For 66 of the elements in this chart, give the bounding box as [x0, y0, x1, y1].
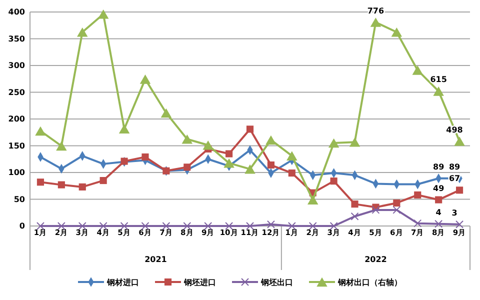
point	[140, 74, 151, 84]
point	[98, 9, 109, 19]
data-label: 615	[430, 75, 448, 84]
y-tick-label: 400	[8, 8, 26, 17]
point	[36, 178, 44, 186]
text: 2021	[144, 255, 168, 264]
point	[414, 191, 422, 199]
y-tick-label: 50	[14, 194, 26, 204]
point	[182, 134, 193, 144]
text: 2022	[364, 255, 387, 264]
point	[78, 183, 86, 190]
point	[267, 161, 274, 169]
point	[454, 136, 465, 146]
y-tick-label: 0	[19, 222, 26, 231]
point	[350, 212, 359, 220]
point	[244, 164, 256, 174]
point	[56, 141, 67, 151]
data-label: 4	[436, 208, 442, 217]
data-label: 49	[433, 184, 445, 193]
y-tick-label: 150	[8, 141, 26, 150]
data-label: 3	[452, 208, 458, 218]
point	[372, 206, 380, 214]
legend-label: 钢材进口	[106, 278, 139, 287]
point	[435, 196, 442, 204]
point	[370, 18, 382, 27]
point	[391, 27, 402, 37]
point	[434, 220, 443, 228]
point	[414, 219, 422, 228]
point	[118, 124, 130, 134]
point	[184, 164, 191, 171]
y-tick-label: 300	[8, 61, 26, 70]
point	[224, 158, 234, 168]
point	[266, 135, 276, 145]
point	[246, 126, 254, 133]
point	[351, 200, 358, 208]
y-tick-label: 100	[8, 168, 26, 178]
point	[77, 27, 88, 37]
legend-label: 钢材出口（右轴）	[337, 278, 402, 287]
point	[160, 108, 172, 118]
point	[202, 140, 214, 150]
y-tick-label: 200	[8, 114, 26, 124]
legend-label: 钢坯进口	[183, 278, 216, 287]
point	[456, 220, 464, 228]
point	[142, 153, 149, 161]
y-tick-label: 350	[8, 34, 26, 44]
point	[330, 178, 338, 185]
point	[226, 150, 233, 158]
data-label: 89	[448, 162, 461, 172]
point	[328, 138, 340, 148]
legend-label: 钢坯出口	[260, 278, 293, 287]
point	[307, 195, 318, 205]
y-tick-label: 250	[8, 88, 26, 97]
point	[288, 170, 296, 177]
point	[393, 199, 400, 207]
point	[433, 86, 444, 96]
data-label: 776	[367, 6, 384, 16]
point	[456, 186, 464, 194]
point	[286, 151, 298, 160]
point	[266, 220, 275, 228]
point	[100, 176, 107, 184]
point	[35, 126, 46, 136]
point	[349, 137, 360, 147]
point	[392, 206, 401, 214]
point	[58, 181, 65, 188]
data-label: 89	[433, 162, 445, 172]
point	[412, 66, 423, 75]
